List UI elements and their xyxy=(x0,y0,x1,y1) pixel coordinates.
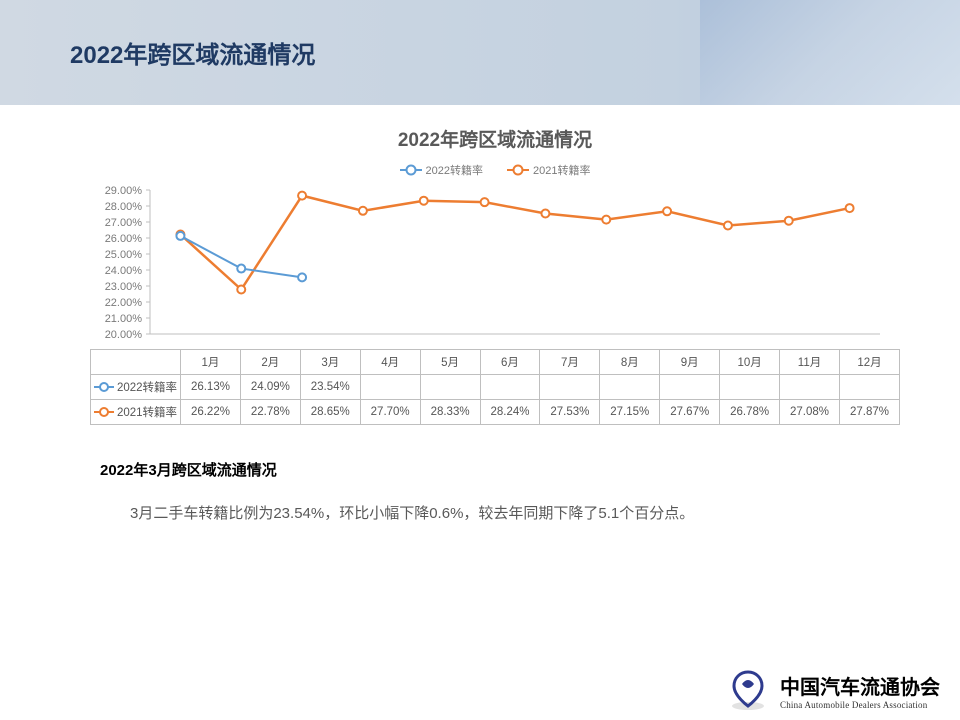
svg-text:24.00%: 24.00% xyxy=(105,265,143,277)
page-title: 2022年跨区域流通情况 xyxy=(0,35,315,70)
svg-text:26.00%: 26.00% xyxy=(105,233,143,245)
line-chart: 20.00% 21.00% 22.00% 23.00% 24.00% 25.00% 26.0… xyxy=(90,184,890,344)
association-logo-icon xyxy=(726,668,770,712)
summary-section: 2022年3月跨区域流通情况 3月二手车转籍比例为23.54%，环比小幅下降0.… xyxy=(0,425,960,527)
footer-en-text: China Automobile Dealers Association xyxy=(780,700,940,710)
data-table: 1月2月3月4月5月6月7月8月9月10月11月12月2022转籍率26.13%… xyxy=(90,349,900,425)
header-banner: 2022年跨区域流通情况 xyxy=(0,0,960,105)
svg-text:20.00%: 20.00% xyxy=(105,329,143,341)
svg-text:22.00%: 22.00% xyxy=(105,297,143,309)
chart-block: 2022年跨区域流通情况 2022转籍率 2021转籍率 20.00% 21.00… xyxy=(0,105,960,425)
chart-legend: 2022转籍率 2021转籍率 xyxy=(90,162,900,178)
svg-text:28.00%: 28.00% xyxy=(105,201,143,213)
summary-text: 3月二手车转籍比例为23.54%，环比小幅下降0.6%，较去年同期下降了5.1个… xyxy=(100,500,880,527)
legend-2022-label: 2022转籍率 xyxy=(426,162,483,178)
svg-text:21.00%: 21.00% xyxy=(105,313,143,325)
svg-text:29.00%: 29.00% xyxy=(105,185,143,197)
footer: 中国汽车流通协会 China Automobile Dealers Associ… xyxy=(726,668,940,712)
banner-decor xyxy=(700,0,960,105)
legend-2021: 2021转籍率 xyxy=(507,162,590,178)
summary-title: 2022年3月跨区域流通情况 xyxy=(100,459,880,480)
legend-2021-label: 2021转籍率 xyxy=(533,162,590,178)
svg-text:25.00%: 25.00% xyxy=(105,249,143,261)
legend-2022: 2022转籍率 xyxy=(400,162,483,178)
footer-cn-text: 中国汽车流通协会 xyxy=(780,671,940,700)
chart-title: 2022年跨区域流通情况 xyxy=(90,125,900,152)
svg-text:27.00%: 27.00% xyxy=(105,217,143,229)
svg-text:23.00%: 23.00% xyxy=(105,281,143,293)
